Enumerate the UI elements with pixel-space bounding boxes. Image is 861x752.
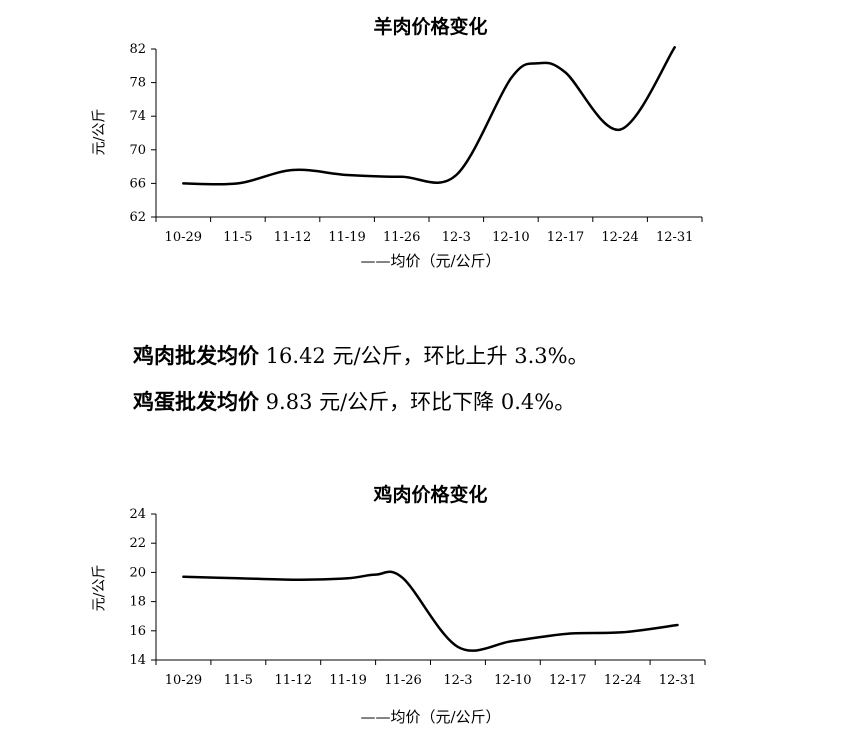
x-tick-label: 12-24 <box>601 230 638 245</box>
x-tick-label: 11-5 <box>223 230 252 245</box>
chart-title: 羊肉价格变化 <box>373 16 488 38</box>
y-tick-label: 14 <box>129 653 146 668</box>
x-tick-label: 12-10 <box>492 230 529 245</box>
x-tick-label: 11-19 <box>329 673 366 688</box>
x-tick-label: 12-17 <box>549 673 586 688</box>
series-line <box>182 46 676 186</box>
chart-title: 鸡肉价格变化 <box>373 484 488 506</box>
x-tick-label: 12-3 <box>443 673 472 688</box>
y-tick-label: 82 <box>129 42 146 57</box>
x-tick-label: 11-5 <box>224 673 253 688</box>
egg-price-line: 鸡蛋批发均价 9.83 元/公斤，环比下降 0.4%。 <box>133 379 853 425</box>
x-tick-label: 11-19 <box>328 230 365 245</box>
y-tick-label: 74 <box>129 109 146 124</box>
y-tick-label: 22 <box>129 536 146 551</box>
mutton-price-chart: 羊肉价格变化 62 66 70 74 78 82 10-29 11-5 11-12 11-19 11… <box>0 0 861 280</box>
x-tick-label: 12-24 <box>604 673 641 688</box>
y-tick-label: 66 <box>129 176 146 191</box>
y-tick-label: 16 <box>129 624 146 639</box>
x-tick-label: 11-26 <box>384 673 421 688</box>
x-tick-label: 11-12 <box>274 230 311 245</box>
y-tick-label: 18 <box>129 595 146 610</box>
mutton-chart-svg: 62 66 70 74 78 82 10-29 11-5 11-12 11-19 11-26 12-3… <box>129 42 703 245</box>
x-tick-label: 12-10 <box>494 673 531 688</box>
x-tick-label: 10-29 <box>165 230 202 245</box>
egg-price-label: 鸡蛋批发均价 <box>133 389 259 414</box>
x-tick-label: 12-17 <box>547 230 584 245</box>
y-tick-label: 78 <box>129 76 146 91</box>
y-tick-label: 24 <box>129 507 146 522</box>
legend: ——均价（元/公斤） <box>360 708 501 726</box>
chicken-price-line: 鸡肉批发均价 16.42 元/公斤，环比上升 3.3%。 <box>133 333 853 379</box>
egg-price-value: 9.83 元/公斤，环比下降 0.4%。 <box>259 390 576 414</box>
y-tick-label: 62 <box>129 210 146 225</box>
legend: ——均价（元/公斤） <box>360 252 501 270</box>
chicken-price-label: 鸡肉批发均价 <box>133 343 259 368</box>
series-line <box>182 570 679 652</box>
y-tick-label: 20 <box>129 565 146 580</box>
chicken-price-value: 16.42 元/公斤，环比上升 3.3%。 <box>259 344 589 368</box>
chicken-price-chart: 鸡肉价格变化 14 16 18 20 22 24 10-29 11-5 11-12 11-19 11… <box>0 468 861 752</box>
x-tick-label: 10-29 <box>165 673 202 688</box>
wholesale-price-summary: 鸡肉批发均价 16.42 元/公斤，环比上升 3.3%。 鸡蛋批发均价 9.83… <box>133 333 853 425</box>
x-tick-label: 12-31 <box>659 673 696 688</box>
y-axis-label: 元/公斤 <box>91 564 108 612</box>
x-tick-label: 11-26 <box>383 230 420 245</box>
chicken-chart-svg: 14 16 18 20 22 24 10-29 11-5 11-12 11-19 11-26 12-3… <box>129 507 706 688</box>
x-tick-label: 12-31 <box>656 230 693 245</box>
x-tick-label: 12-3 <box>442 230 471 245</box>
y-axis-label: 元/公斤 <box>91 108 108 156</box>
y-tick-label: 70 <box>129 143 146 158</box>
x-tick-label: 11-12 <box>275 673 312 688</box>
